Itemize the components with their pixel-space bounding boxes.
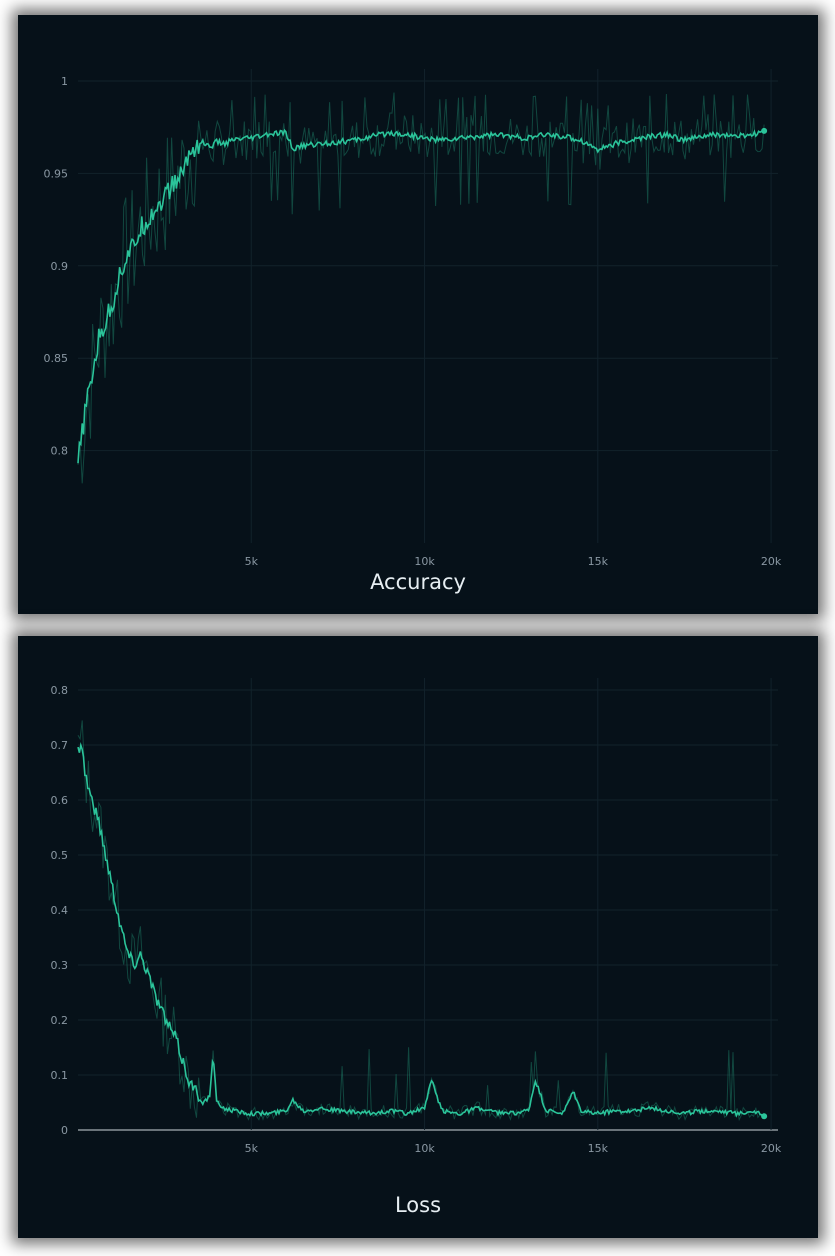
- accuracy-series-line: [77, 127, 765, 464]
- loss-y-tick-label: 0.2: [51, 1014, 69, 1027]
- accuracy-x-tick-label: 15k: [588, 555, 609, 568]
- loss-x-tick-label: 10k: [414, 1142, 435, 1155]
- loss-chart-title: Loss: [394, 1193, 442, 1217]
- accuracy-y-tick-label: 1: [61, 75, 68, 88]
- accuracy-y-tick-label: 0.95: [44, 167, 69, 180]
- accuracy-chart-panel: 0.8 0.85 0.9 0.95 1 5k 10k 15k 20k Accuracy: [18, 15, 818, 614]
- loss-y-tick-label: 0: [61, 1124, 68, 1137]
- loss-chart-panel: 0 0.1 0.2 0.3 0.4 0.5 0.6 0.7 0.8 5k 10k 15k 20k Los…: [18, 636, 818, 1238]
- accuracy-x-tick-label: 20k: [761, 555, 782, 568]
- accuracy-y-tick-label: 0.85: [44, 352, 69, 365]
- loss-y-tick-label: 0.8: [51, 684, 69, 697]
- loss-y-tick-label: 0.5: [51, 849, 69, 862]
- loss-x-tick-label: 15k: [588, 1142, 609, 1155]
- loss-x-tick-label: 20k: [761, 1142, 782, 1155]
- loss-x-tick-label: 5k: [245, 1142, 259, 1155]
- loss-chart: 0 0.1 0.2 0.3 0.4 0.5 0.6 0.7 0.8 5k 10k 15k 20k: [51, 678, 782, 1155]
- accuracy-y-tick-label: 0.9: [51, 260, 69, 273]
- loss-series-line: [77, 742, 765, 1120]
- accuracy-chart-title: Accuracy: [370, 570, 466, 594]
- accuracy-y-tick-label: 0.8: [51, 445, 69, 458]
- accuracy-x-tick-label: 5k: [245, 555, 259, 568]
- accuracy-x-tick-label: 10k: [414, 555, 435, 568]
- loss-last-point[interactable]: [761, 1113, 768, 1120]
- loss-y-tick-label: 0.6: [51, 794, 69, 807]
- loss-y-tick-label: 0.3: [51, 959, 69, 972]
- loss-y-tick-label: 0.4: [51, 904, 69, 917]
- accuracy-last-point[interactable]: [761, 127, 768, 134]
- loss-y-tick-label: 0.1: [51, 1069, 69, 1082]
- loss-y-tick-label: 0.7: [51, 739, 69, 752]
- accuracy-raw-series-line: [77, 92, 765, 484]
